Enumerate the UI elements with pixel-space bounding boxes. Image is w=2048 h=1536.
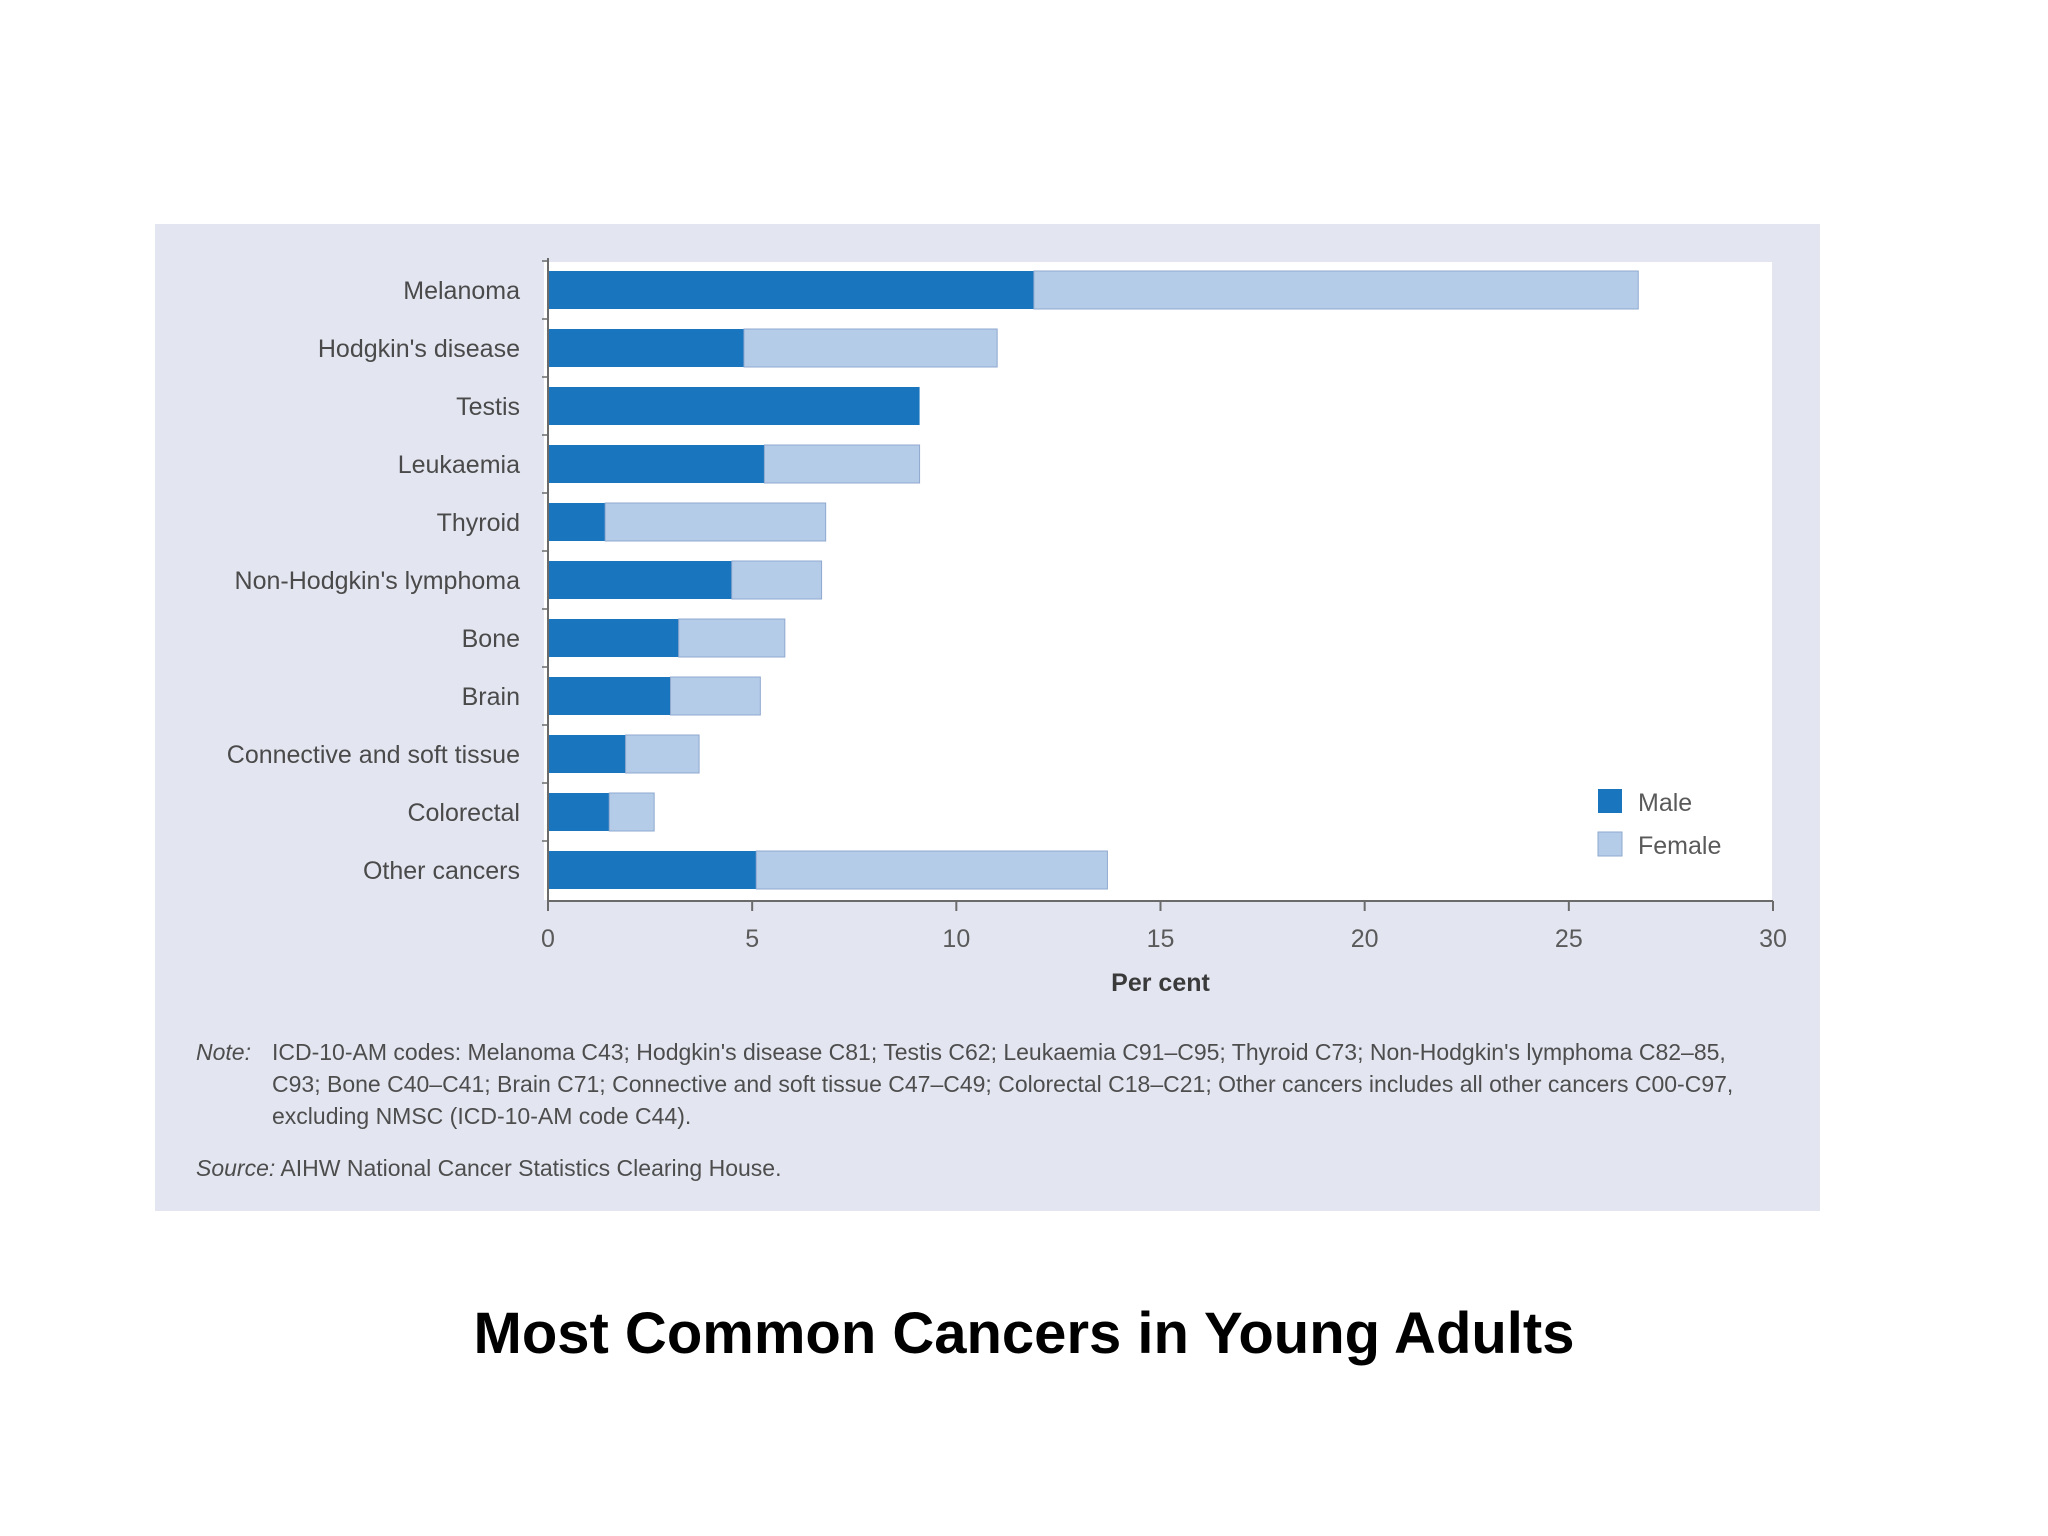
bar-male-bone bbox=[548, 619, 679, 657]
x-tick-label-5: 5 bbox=[745, 925, 759, 953]
bars-layer bbox=[548, 270, 1639, 890]
x-axis-title: Per cent bbox=[1111, 969, 1210, 997]
bar-female-thyroid bbox=[604, 502, 827, 542]
x-tick-label-25: 25 bbox=[1555, 925, 1583, 953]
source-row: Source: AIHW National Cancer Statistics … bbox=[196, 1152, 1776, 1184]
legend: Male Female bbox=[1597, 789, 1721, 860]
source-text: AIHW National Cancer Statistics Clearing… bbox=[280, 1155, 782, 1181]
bar-female-brain bbox=[670, 676, 761, 716]
bar-female-other-cancers bbox=[755, 850, 1108, 890]
category-label-non-hodgkin-s-lymphoma: Non-Hodgkin's lymphoma bbox=[235, 567, 521, 595]
bar-female-leukaemia bbox=[763, 444, 921, 484]
legend-swatch-male bbox=[1598, 789, 1622, 813]
source-label: Source: bbox=[196, 1155, 276, 1181]
bar-male-other-cancers bbox=[548, 851, 757, 889]
footnotes: Note: ICD-10-AM codes: Melanoma C43; Hod… bbox=[196, 1036, 1776, 1184]
category-label-testis: Testis bbox=[456, 393, 520, 421]
category-label-other-cancers: Other cancers bbox=[363, 857, 520, 885]
slide-title: Most Common Cancers in Young Adults bbox=[473, 1301, 1575, 1366]
category-label-thyroid: Thyroid bbox=[437, 509, 520, 537]
note-text: ICD-10-AM codes: Melanoma C43; Hodgkin's… bbox=[272, 1039, 1734, 1129]
bar-female-non-hodgkin-s-lymphoma bbox=[731, 560, 823, 600]
bar-female-colorectal bbox=[608, 792, 655, 832]
category-label-leukaemia: Leukaemia bbox=[398, 451, 520, 479]
category-label-brain: Brain bbox=[462, 683, 520, 711]
x-tick-label-10: 10 bbox=[942, 925, 970, 953]
bar-male-brain bbox=[548, 677, 671, 715]
bar-female-bone bbox=[678, 618, 786, 658]
bar-female-connective-and-soft-tissue bbox=[625, 734, 700, 774]
category-label-melanoma: Melanoma bbox=[403, 277, 520, 305]
bar-male-testis bbox=[548, 387, 920, 425]
note-row: Note: ICD-10-AM codes: Melanoma C43; Hod… bbox=[196, 1036, 1776, 1132]
category-labels: Melanoma Hodgkin's disease Testis Leukaemia… bbox=[227, 277, 520, 885]
note-label: Note: bbox=[196, 1039, 251, 1065]
bar-male-leukaemia bbox=[548, 445, 765, 483]
bar-female-melanoma bbox=[1033, 270, 1639, 310]
category-label-bone: Bone bbox=[462, 625, 520, 653]
bar-male-non-hodgkin-s-lymphoma bbox=[548, 561, 732, 599]
x-tick-label-15: 15 bbox=[1147, 925, 1175, 953]
category-label-connective-and-soft-tissue: Connective and soft tissue bbox=[227, 741, 520, 769]
legend-swatch-female bbox=[1597, 831, 1623, 857]
legend-label-female: Female bbox=[1638, 832, 1721, 860]
category-label-colorectal: Colorectal bbox=[407, 799, 520, 827]
x-tick-label-30: 30 bbox=[1759, 925, 1787, 953]
category-label-hodgkin-s-disease: Hodgkin's disease bbox=[318, 335, 520, 363]
x-tick-label-0: 0 bbox=[541, 925, 555, 953]
legend-label-male: Male bbox=[1638, 789, 1692, 817]
bar-male-hodgkin-s-disease bbox=[548, 329, 744, 367]
bar-male-thyroid bbox=[548, 503, 606, 541]
x-axis: 0 5 10 15 20 25 30 Per cent bbox=[541, 258, 1787, 997]
bar-male-connective-and-soft-tissue bbox=[548, 735, 626, 773]
bar-male-colorectal bbox=[548, 793, 610, 831]
bar-female-hodgkin-s-disease bbox=[743, 328, 998, 368]
bar-male-melanoma bbox=[548, 271, 1034, 309]
x-tick-label-20: 20 bbox=[1351, 925, 1379, 953]
